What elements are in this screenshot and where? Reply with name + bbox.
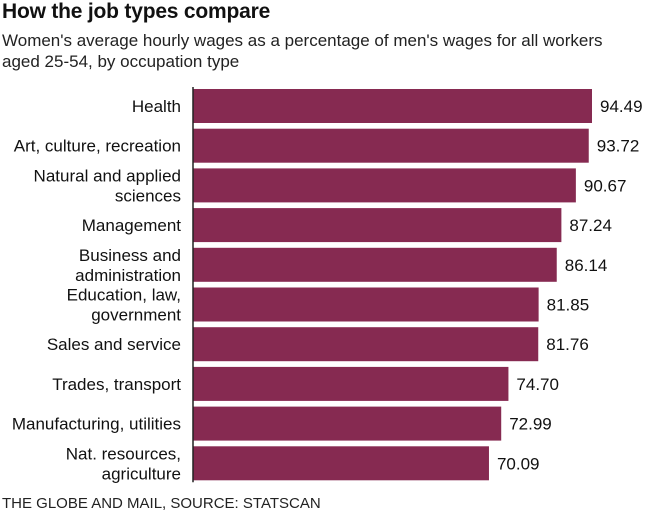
category-label-line: Nat. resources, (66, 444, 181, 463)
category-label-line: Art, culture, recreation (14, 137, 181, 156)
value-label-8: 72.99 (509, 415, 552, 434)
category-label-4: Business and administration (75, 246, 181, 285)
category-label-line: Manufacturing, utilities (12, 415, 181, 434)
category-label-line: Natural and applied (34, 166, 181, 185)
category-label-9: Nat. resources, agriculture (66, 444, 181, 483)
bar-0 (193, 89, 592, 123)
category-label-line: sciences (115, 186, 181, 205)
source-credit: THE GLOBE AND MAIL, SOURCE: STATSCAN (2, 495, 321, 512)
bar-7 (193, 366, 509, 401)
bar-1 (193, 128, 589, 163)
chart-title: How the job types compare (2, 0, 271, 23)
category-label-7: Trades, transport (52, 375, 181, 394)
chart-subtitle: Women's average hourly wages as a percen… (2, 31, 603, 71)
value-label-9: 70.09 (497, 454, 540, 473)
category-label-line: Business and (79, 246, 181, 265)
value-label-1: 93.72 (597, 137, 640, 156)
value-label-5: 81.85 (547, 296, 590, 315)
bar-9 (193, 446, 489, 481)
category-label-3: Management (82, 216, 182, 235)
value-label-4: 86.14 (565, 256, 608, 275)
category-label-6: Sales and service (47, 335, 181, 354)
category-label-line: government (91, 306, 181, 325)
category-label-line: Management (82, 216, 182, 235)
bar-6 (193, 327, 539, 362)
category-label-1: Art, culture, recreation (14, 137, 181, 156)
bar-5 (193, 287, 539, 322)
category-label-8: Manufacturing, utilities (12, 415, 181, 434)
category-label-5: Education, law, government (67, 286, 182, 325)
value-label-0: 94.49 (600, 97, 643, 116)
category-label-line: Health (132, 97, 181, 116)
category-label-line: Education, law, (67, 286, 181, 305)
value-label-7: 74.70 (516, 375, 559, 394)
bar-4 (193, 247, 557, 282)
value-label-6: 81.76 (546, 335, 589, 354)
category-label-line: Sales and service (47, 335, 181, 354)
bar-8 (193, 406, 502, 441)
bar-3 (193, 208, 562, 243)
bar-chart: 94.49 Health 93.72 Art, culture, recreation… (12, 87, 643, 483)
category-label-line: agriculture (102, 464, 181, 483)
category-label-0: Health (132, 97, 181, 116)
category-label-line: Trades, transport (52, 375, 181, 394)
category-label-2: Natural and applied sciences (34, 166, 181, 205)
value-label-3: 87.24 (569, 216, 612, 235)
value-label-2: 90.67 (584, 176, 627, 195)
bar-2 (193, 168, 576, 203)
category-label-line: administration (75, 266, 181, 285)
